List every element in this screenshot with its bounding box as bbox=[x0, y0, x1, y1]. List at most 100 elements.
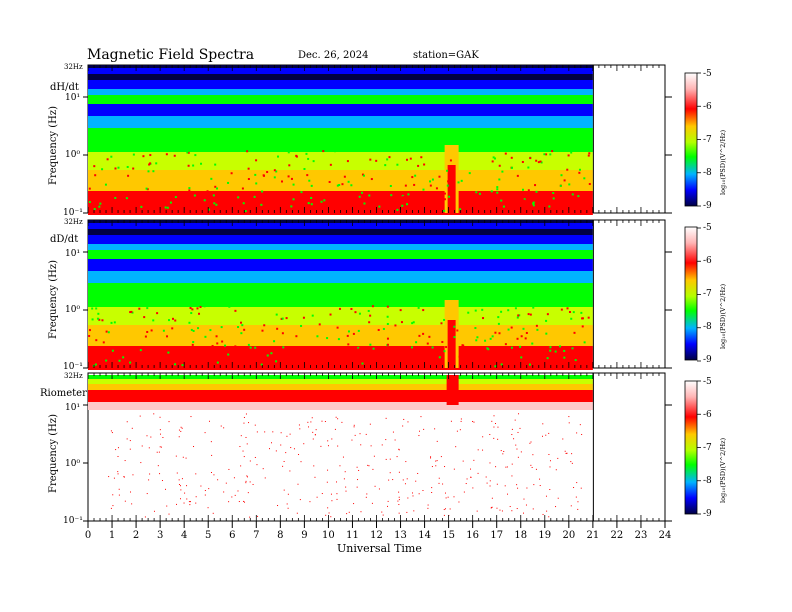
spectrogram-speckle bbox=[247, 343, 250, 346]
spectrogram-band bbox=[88, 122, 593, 125]
spectrogram-band bbox=[88, 152, 593, 155]
spectrogram-speckle bbox=[450, 420, 452, 422]
spectrogram-speckle bbox=[519, 345, 522, 348]
spectrogram-speckle bbox=[150, 329, 153, 332]
spectrogram-speckle bbox=[431, 346, 434, 349]
colorbar-tick-label: -8 bbox=[703, 322, 712, 332]
spectrogram-speckle bbox=[324, 421, 326, 423]
spectrogram-speckle bbox=[574, 359, 577, 362]
spectrogram-speckle bbox=[511, 510, 513, 512]
spectrogram-speckle bbox=[447, 180, 450, 183]
spectrogram-speckle bbox=[398, 496, 400, 498]
spectrogram-speckle bbox=[341, 183, 344, 186]
spectrogram-speckle bbox=[368, 321, 371, 324]
spectrogram-speckle bbox=[125, 197, 128, 200]
spectrogram-speckle bbox=[430, 457, 432, 459]
spectrogram-speckle bbox=[502, 453, 504, 455]
spectrogram-speckle bbox=[88, 329, 91, 332]
spectrogram-speckle bbox=[456, 329, 459, 332]
spectrogram-band bbox=[88, 337, 593, 340]
spectrogram-speckle bbox=[460, 420, 462, 422]
spectrogram-speckle bbox=[406, 158, 409, 161]
spectrogram-speckle bbox=[546, 313, 549, 316]
spectrogram-band bbox=[88, 203, 593, 206]
spectrogram-speckle bbox=[535, 349, 538, 352]
spectrogram-speckle bbox=[247, 178, 250, 181]
y-tick-label-10-1: 10¹ bbox=[65, 93, 80, 103]
spectrogram-speckle bbox=[156, 312, 159, 315]
spectrogram-speckle bbox=[436, 191, 439, 194]
spectrogram-speckle bbox=[475, 339, 478, 342]
spectrogram-speckle bbox=[445, 346, 448, 349]
spectrogram-speckle bbox=[498, 332, 501, 335]
spectrogram-speckle bbox=[354, 311, 357, 314]
spectrogram-speckle bbox=[326, 481, 328, 483]
spectrogram-speckle bbox=[415, 480, 417, 482]
colorbar-tick-label: -7 bbox=[703, 135, 712, 145]
spectrogram-band bbox=[88, 86, 593, 89]
spectrogram-speckle bbox=[281, 180, 284, 183]
spectrogram-speckle bbox=[344, 192, 347, 195]
y-axis-label: Frequency (Hz) bbox=[48, 414, 59, 493]
spectrogram-speckle bbox=[531, 349, 534, 352]
spectrogram-speckle bbox=[511, 428, 513, 430]
spectrogram-speckle bbox=[255, 159, 258, 162]
spectrogram-speckle bbox=[93, 208, 96, 211]
spectrogram-speckle bbox=[146, 493, 148, 495]
spectrogram-speckle bbox=[370, 178, 373, 181]
spectrogram-speckle bbox=[93, 210, 96, 213]
spectrogram-speckle bbox=[343, 478, 345, 480]
spectrogram-speckle bbox=[443, 192, 446, 195]
spectrogram-speckle bbox=[405, 461, 407, 463]
spectrogram-speckle bbox=[565, 452, 567, 454]
spectrogram-band bbox=[88, 349, 593, 352]
spectrogram-speckle bbox=[580, 311, 583, 314]
spectrogram-speckle bbox=[326, 337, 329, 340]
spectrogram-speckle bbox=[452, 175, 455, 178]
spectrogram-speckle bbox=[186, 498, 188, 500]
spectrogram-band bbox=[88, 134, 593, 137]
x-tick-label: 5 bbox=[205, 530, 211, 541]
spectrogram-speckle bbox=[530, 464, 532, 466]
spectrogram-band bbox=[88, 119, 593, 122]
spectrogram-band bbox=[88, 280, 593, 283]
spectrogram-speckle bbox=[480, 201, 483, 204]
spectrogram-speckle bbox=[157, 465, 159, 467]
spectrogram-speckle bbox=[367, 464, 369, 466]
spectrogram-speckle bbox=[407, 497, 409, 499]
spectrogram-speckle bbox=[503, 450, 505, 452]
spectrogram-speckle bbox=[261, 329, 264, 332]
spectrogram-band bbox=[88, 197, 593, 200]
spectrogram-band bbox=[88, 402, 593, 410]
spectrogram-speckle bbox=[212, 512, 214, 514]
spectrogram-speckle bbox=[414, 174, 417, 177]
colorbar: -5 -6 -7 -8 -9 log₁₀(PSD)(V^2/Hz) bbox=[684, 223, 727, 365]
spectrogram-speckle bbox=[149, 162, 152, 165]
spectrogram-speckle bbox=[197, 362, 200, 365]
spectrogram-speckle bbox=[448, 321, 451, 324]
spectrogram-speckle bbox=[523, 198, 526, 201]
spectrogram-speckle bbox=[455, 446, 457, 448]
spectrogram-speckle bbox=[303, 443, 305, 445]
spectrogram-speckle bbox=[489, 337, 492, 340]
spectrogram-speckle bbox=[413, 183, 416, 186]
spectrogram-speckle bbox=[275, 313, 278, 316]
spectrogram-speckle bbox=[194, 154, 197, 157]
spectrogram-speckle bbox=[171, 317, 174, 320]
spectrogram-speckle bbox=[528, 363, 531, 366]
spectrogram-speckle bbox=[124, 460, 126, 462]
spectrogram-speckle bbox=[259, 350, 262, 353]
colorbar-tick-label: -9 bbox=[703, 201, 712, 211]
spectrogram-speckle bbox=[559, 184, 562, 187]
spectrogram-speckle bbox=[411, 176, 414, 179]
spectrogram-speckle bbox=[369, 314, 372, 317]
spectrogram-speckle bbox=[181, 364, 184, 367]
spectrogram-speckle bbox=[575, 192, 578, 195]
spectrogram-speckle bbox=[507, 493, 509, 495]
spectrogram-speckle bbox=[577, 508, 579, 510]
spectrogram-speckle bbox=[472, 487, 474, 489]
spectrogram-speckle bbox=[446, 169, 449, 172]
spectrogram-speckle bbox=[417, 306, 420, 309]
spectrogram-speckle bbox=[189, 504, 191, 506]
spectrogram-speckle bbox=[379, 209, 382, 212]
